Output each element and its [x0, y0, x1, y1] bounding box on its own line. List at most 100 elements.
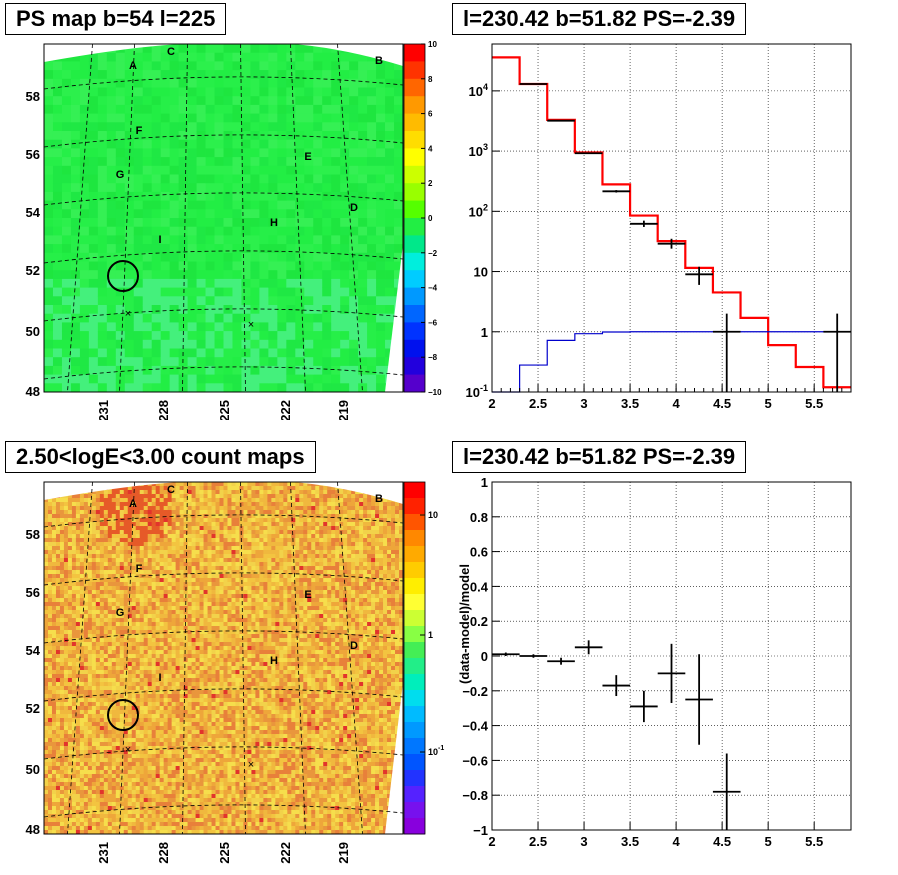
colorbar-cell	[404, 514, 425, 531]
data-point	[712, 313, 741, 392]
colorbar-cell	[404, 530, 425, 547]
x-tick-label: 5	[765, 396, 772, 411]
y-tick-label: −0.4	[462, 719, 488, 734]
colorbar-cell	[404, 674, 425, 691]
residual-title: l=230.42 b=51.82 PS=-2.39	[452, 441, 747, 473]
x-tick-label: 3.5	[621, 396, 639, 411]
colorbar-cell	[404, 305, 425, 323]
colorbar-cell	[404, 546, 425, 563]
x-tick-label: 5.5	[805, 396, 823, 411]
source-label-g: G	[116, 169, 125, 181]
y-axis-label: (data-model)/model	[457, 564, 472, 684]
colorbar-cell	[404, 498, 425, 515]
source-label-d: D	[350, 640, 358, 652]
source-label-b: B	[375, 55, 383, 67]
colorbar-cell	[404, 339, 425, 358]
colorbar-cell	[404, 562, 425, 579]
spectrum-title: l=230.42 b=51.82 PS=-2.39	[452, 3, 747, 35]
x-tick-label: 225	[217, 842, 232, 864]
count-map-cells	[44, 482, 404, 835]
colorbar-tick-label: 10	[428, 510, 438, 520]
x-tick-label: 5.5	[805, 834, 823, 849]
colorbar-cell	[404, 658, 425, 675]
source-label-i: I	[158, 672, 161, 684]
x-tick-label: 4.5	[713, 396, 731, 411]
x-tick-label: 4	[672, 834, 680, 849]
y-tick-label: −0.8	[462, 788, 488, 803]
model-total-step-line	[492, 56, 851, 389]
colorbar-tick-label: −6	[428, 318, 438, 327]
cross-marker: ×	[125, 744, 131, 756]
source-label-g: G	[116, 607, 125, 619]
x-tick-label: 4.5	[713, 834, 731, 849]
count-map-chart: A B C D E F G H I × × 58 56 54 52 50 48 231 228 225 222 219 10…	[26, 481, 444, 864]
colorbar-tick-label: −8	[428, 353, 438, 362]
y-tick-label: 10	[474, 265, 488, 280]
colorbar-cell	[404, 626, 425, 643]
data-point	[685, 266, 713, 285]
colorbar-cell	[404, 200, 425, 219]
cross-marker: ×	[248, 759, 254, 771]
target-circle	[107, 699, 139, 731]
colorbar-cell	[404, 78, 425, 97]
model-source-step-line	[492, 331, 851, 393]
colorbar-cell	[404, 722, 425, 739]
x-tick-label: 228	[156, 842, 171, 864]
residual-point	[492, 652, 520, 656]
y-tick-label: 102	[469, 202, 488, 219]
y-tick-label: −1	[473, 823, 488, 838]
source-label-c: C	[167, 46, 175, 58]
colorbar-tick-label: −10	[428, 388, 442, 397]
y-tick-label: 54	[26, 205, 41, 220]
x-tick-label: 219	[336, 842, 351, 864]
y-tick-label: 56	[26, 585, 40, 600]
residual-chart: 2 2.5 3 3.5 4 4.5 5 5.5 1 0.8 0.6 0.4 0.2 0 −0.2 −0.4 −0…	[457, 475, 852, 849]
colorbar-cell	[404, 706, 425, 723]
y-tick-label: 48	[26, 384, 40, 399]
data-point	[602, 190, 631, 193]
source-label-f: F	[136, 125, 143, 137]
source-label-d: D	[350, 202, 358, 214]
y-tick-label: 0.2	[470, 614, 488, 629]
colorbar-cell	[404, 218, 425, 236]
source-label-e: E	[304, 589, 311, 601]
x-tick-label: 222	[278, 842, 293, 864]
colorbar-cell	[404, 374, 425, 393]
target-circle	[107, 260, 139, 292]
residual-point	[685, 654, 713, 745]
y-tick-label: 56	[26, 147, 40, 162]
colorbar-cell	[404, 165, 425, 184]
x-tick-label: 3.5	[621, 834, 639, 849]
cross-marker: ×	[125, 308, 131, 320]
y-tick-label: 50	[26, 324, 40, 339]
y-tick-label: −0.6	[462, 753, 488, 768]
count-map-mask-right	[385, 682, 403, 834]
colorbar-cell	[404, 252, 425, 271]
x-tick-label: 228	[156, 400, 171, 420]
colorbar-cell	[404, 610, 425, 627]
colorbar-cell	[404, 96, 425, 115]
colorbar-tick-label: 6	[428, 110, 433, 119]
colorbar-tick-label: 4	[428, 144, 433, 153]
data-point	[630, 220, 658, 227]
spectrum-frame	[491, 43, 852, 393]
colorbar-cell	[404, 786, 425, 803]
colorbar-cell	[404, 770, 425, 787]
residual-point	[519, 654, 548, 658]
colorbar-tick-label: 10	[428, 40, 437, 49]
colorbar-cell	[404, 235, 425, 254]
y-tick-label: 52	[26, 701, 40, 716]
y-tick-label: 0.4	[470, 579, 489, 594]
count-map-mask-topright	[293, 482, 403, 504]
ps-map-cells	[44, 44, 404, 393]
colorbar-cell	[404, 578, 425, 595]
source-label-a: A	[129, 498, 137, 510]
colorbar-tick-label: 0	[428, 214, 433, 223]
count-map-title: 2.50<logE<3.00 count maps	[5, 441, 316, 473]
colorbar-cell	[404, 802, 425, 819]
colorbar-cell	[404, 818, 425, 835]
colorbar-cell	[404, 183, 425, 202]
residual-point	[630, 690, 658, 723]
colorbar-cell	[404, 148, 425, 167]
